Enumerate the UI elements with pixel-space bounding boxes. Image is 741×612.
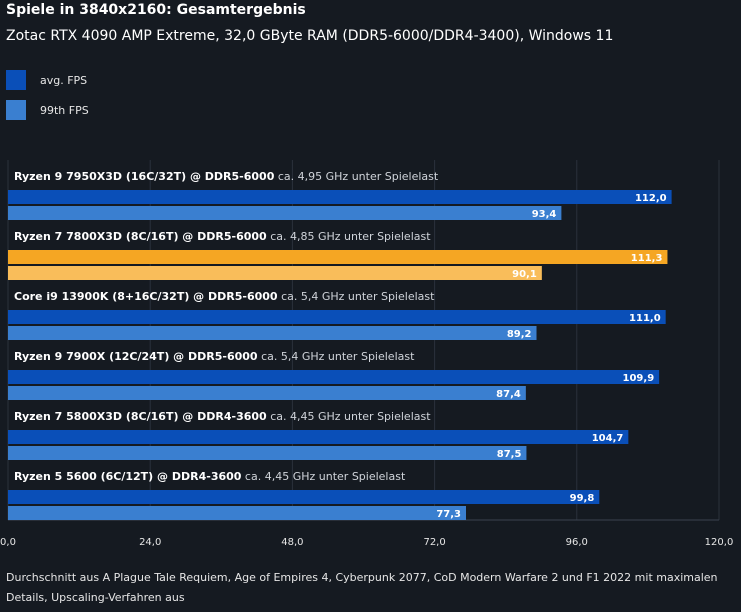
bar-value-label: 89,2: [507, 329, 532, 340]
chart-subtitle: Zotac RTX 4090 AMP Extreme, 32,0 GByte R…: [6, 28, 614, 44]
bar-value-label: 109,9: [623, 373, 655, 384]
x-tick-label: 0,0: [0, 537, 16, 548]
bar-value-label: 111,3: [631, 253, 663, 264]
bar-avg-fps: [8, 250, 668, 264]
category-label: Core i9 13900K (8+16C/32T) @ DDR5-6000 c…: [14, 290, 435, 303]
bar-value-label: 99,8: [570, 493, 595, 504]
bar-99th-fps: [8, 266, 542, 280]
category-label: Ryzen 9 7950X3D (16C/32T) @ DDR5-6000 ca…: [14, 170, 439, 183]
category-label: Ryzen 5 5600 (6C/12T) @ DDR4-3600 ca. 4,…: [14, 470, 406, 483]
bar-99th-fps: [8, 386, 526, 400]
bar-avg-fps: [8, 310, 666, 324]
bar-avg-fps: [8, 490, 600, 504]
bar-avg-fps: [8, 370, 660, 384]
legend-item-avg-fps: avg. FPS: [6, 70, 87, 90]
legend-label-99th-fps: 99th FPS: [40, 103, 89, 117]
legend-swatch-avg-fps: [6, 70, 26, 90]
x-tick-label: 48,0: [281, 537, 303, 548]
x-tick-label: 24,0: [139, 537, 161, 548]
x-tick-label: 120,0: [705, 537, 734, 548]
bar-avg-fps: [8, 190, 672, 204]
category-label: Ryzen 7 7800X3D (8C/16T) @ DDR5-6000 ca.…: [14, 230, 431, 243]
bar-avg-fps: [8, 430, 629, 444]
category-label: Ryzen 7 5800X3D (8C/16T) @ DDR4-3600 ca.…: [14, 410, 431, 423]
bar-value-label: 111,0: [629, 313, 661, 324]
bar-value-label: 104,7: [592, 433, 624, 444]
bar-value-label: 77,3: [436, 509, 461, 520]
bar-value-label: 90,1: [512, 269, 537, 280]
chart-footnote: Durchschnitt aus A Plague Tale Requiem, …: [6, 571, 718, 604]
bar-value-label: 112,0: [635, 193, 667, 204]
bar-value-label: 93,4: [532, 209, 557, 220]
legend-item-99th-fps: 99th FPS: [6, 100, 89, 120]
bar-chart: 0,0 24,0 48,0 72,0 96,0 120,0 Ryzen 9 7950X3D …: [0, 160, 734, 548]
bar-value-label: 87,5: [497, 449, 522, 460]
bar-99th-fps: [8, 506, 467, 520]
legend-swatch-99th-fps: [6, 100, 26, 120]
bar-value-label: 87,4: [496, 389, 521, 400]
bar-99th-fps: [8, 206, 562, 220]
bar-99th-fps: [8, 446, 527, 460]
x-tick-label: 72,0: [423, 537, 445, 548]
chart-title: Spiele in 3840x2160: Gesamtergebnis: [6, 2, 306, 18]
legend-label-avg-fps: avg. FPS: [40, 73, 88, 87]
bar-99th-fps: [8, 326, 537, 340]
category-label: Ryzen 9 7900X (12C/24T) @ DDR5-6000 ca. …: [14, 350, 415, 363]
x-tick-label: 96,0: [566, 537, 588, 548]
